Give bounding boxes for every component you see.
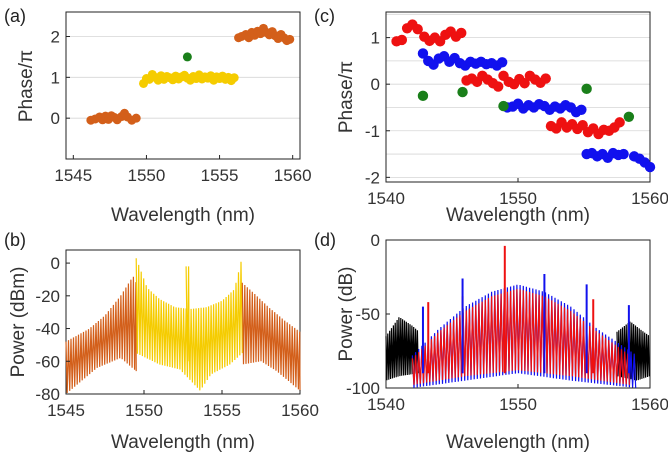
y-tick-label: 0: [371, 75, 380, 94]
panel-a: (a) 1545 1550 1555 1560 0 1 2 Wavelength (nm)…: [4, 6, 312, 226]
data-point-green: [457, 86, 468, 98]
data-point-yellow: [229, 73, 239, 83]
panel-a-y-axis-label: Phase/π: [16, 50, 37, 122]
data-point-green: [498, 100, 509, 112]
panel-c: (c) 1540 1550 1560 -2-101 Wavelength (nm) …: [314, 6, 668, 226]
y-tick-label: 1: [51, 68, 60, 87]
panel-c-label: (c): [314, 6, 335, 26]
panel-c-marks: [391, 19, 656, 173]
data-point-orange: [131, 113, 141, 123]
y-tick-label: 1: [371, 29, 380, 48]
data-point-green: [182, 52, 192, 62]
x-tick-label: 1560: [631, 189, 668, 208]
data-point-blue: [576, 104, 587, 116]
panel-b-axes-frame: [65, 249, 301, 395]
panel-c-y-ticks: -2 -1 0 1: [365, 29, 390, 187]
x-tick-label: 1545: [54, 166, 92, 185]
x-tick-label: 1560: [281, 401, 319, 420]
x-tick-label: 1550: [499, 189, 537, 208]
panel-b: (b) 1545 1550 1555 1560 -80 -60 -40 -20 0 Wavel…: [4, 230, 319, 453]
panel-a-y-ticks: 0 1 2: [51, 28, 70, 128]
panel-c-x-axis-label: Wavelength (nm): [446, 205, 590, 226]
x-tick-label: 1550: [499, 395, 537, 414]
y-tick-label: 0: [51, 254, 60, 273]
data-point-red: [456, 27, 467, 39]
x-tick-label: 1555: [201, 166, 239, 185]
x-tick-label: 1540: [367, 189, 405, 208]
data-point-red: [519, 78, 530, 89]
data-point-blue: [417, 48, 429, 59]
data-point-blue: [618, 148, 629, 160]
y-tick-label: -60: [35, 352, 60, 371]
panel-b-y-ticks: -80 -60 -40 -20 0: [35, 254, 70, 404]
y-tick-label: -2: [365, 168, 380, 187]
data-point-green: [623, 111, 635, 122]
spectrum-trace-red: [411, 289, 630, 385]
x-tick-label: 1560: [274, 166, 312, 185]
y-tick-label: -1: [365, 122, 380, 141]
panel-a-x-axis-label: Wavelength (nm): [111, 205, 255, 226]
panel-b-x-ticks: 1545 1550 1555 1560: [47, 390, 319, 420]
x-tick-label: 1555: [203, 401, 241, 420]
panel-b-x-axis-label: Wavelength (nm): [111, 432, 255, 453]
panel-d-y-ticks: -100 -50 0: [346, 231, 390, 398]
data-point-green: [581, 83, 592, 95]
y-tick-label: -40: [35, 320, 60, 339]
spectrum-trace-orange: [65, 276, 137, 394]
data-point-blue: [644, 161, 656, 173]
x-tick-label: 1540: [367, 395, 405, 414]
x-tick-label: 1545: [47, 401, 85, 420]
panel-b-label: (b): [4, 230, 26, 250]
data-point-red: [396, 34, 408, 46]
panel-d-marks: [385, 245, 650, 388]
panel-c-y-axis-label: Phase/π: [336, 61, 357, 133]
panel-b-marks: [65, 258, 301, 394]
y-tick-label: 2: [51, 28, 60, 47]
y-tick-label: -100: [346, 379, 380, 398]
panel-a-x-ticks: 1545 1550 1555 1560: [54, 155, 312, 185]
x-tick-label: 1550: [128, 166, 166, 185]
y-tick-label: -20: [35, 287, 60, 306]
data-point-red: [614, 117, 625, 128]
y-tick-label: 0: [51, 109, 60, 128]
spectrum-trace-orange: [241, 282, 301, 391]
y-tick-label: -50: [355, 305, 380, 324]
panel-a-axes-frame: [65, 11, 301, 160]
data-point-blue: [496, 57, 508, 68]
data-point-orange: [285, 34, 295, 44]
panel-d-x-axis-label: Wavelength (nm): [446, 432, 590, 453]
x-tick-label: 1560: [631, 395, 668, 414]
panel-a-label: (a): [4, 6, 26, 26]
panel-c-x-ticks: 1540 1550 1560: [367, 178, 668, 208]
panel-a-marks: [86, 23, 295, 125]
x-tick-label: 1550: [125, 401, 163, 420]
panel-d-x-ticks: 1540 1550 1560: [367, 384, 668, 414]
spectrum-trace-black: [616, 321, 650, 381]
data-point-red: [540, 73, 551, 84]
y-tick-label: -80: [35, 385, 60, 404]
data-point-red: [493, 81, 504, 92]
data-point-red: [412, 24, 423, 35]
panel-b-y-axis-label: Power (dBm): [8, 267, 29, 378]
data-point-green: [417, 90, 429, 102]
panel-d-y-axis-label: Power (dB): [336, 266, 357, 361]
y-tick-label: 0: [371, 231, 380, 250]
panel-d: (d) 1540 1550 1560 -100 -50 0 Wavelength (nm…: [314, 230, 668, 453]
panel-d-label: (d): [314, 230, 336, 250]
spectrum-trace-yellow: [185, 266, 190, 362]
